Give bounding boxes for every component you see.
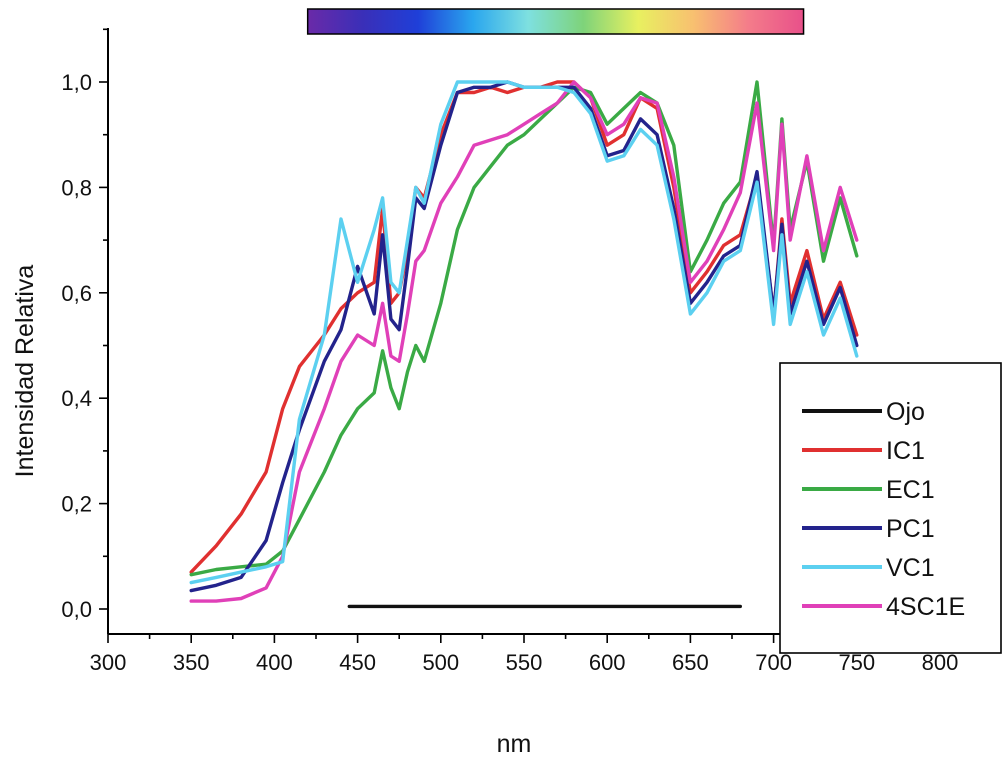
y-axis-title: Intensidad Relativa xyxy=(11,265,39,478)
series-line-ec1 xyxy=(189,80,859,577)
legend-label-4sc1e: 4SC1E xyxy=(886,593,965,621)
visible-spectrum-bar xyxy=(306,8,805,35)
x-tick-label: 500 xyxy=(422,650,459,675)
y-tick-label: 0,6 xyxy=(61,281,92,306)
legend-label-pc1: PC1 xyxy=(886,515,935,543)
legend-label-vc1: VC1 xyxy=(886,554,935,582)
x-tick-label: 600 xyxy=(589,650,626,675)
x-tick-label: 550 xyxy=(506,650,543,675)
x-tick-label: 750 xyxy=(838,650,875,675)
series-line-vc1 xyxy=(189,80,859,585)
y-tick-label: 1,0 xyxy=(61,70,92,95)
y-tick-label: 0,8 xyxy=(61,175,92,200)
y-tick-label: 0,4 xyxy=(61,386,92,411)
spectrum-gradient-bar xyxy=(306,8,805,35)
legend-label-ojo: Ojo xyxy=(886,398,925,426)
legend-label-ic1: IC1 xyxy=(886,437,925,465)
x-tick-label: 800 xyxy=(922,650,959,675)
x-tick-label: 300 xyxy=(90,650,127,675)
x-tick-label: 350 xyxy=(173,650,210,675)
x-axis-ticks: 300 350 400 450 500 550 600 650 700 750 800 xyxy=(90,634,959,675)
legend: Ojo IC1 EC1 PC1 VC1 4SC1E xyxy=(779,362,1002,654)
y-tick-label: 0,0 xyxy=(61,597,92,622)
legend-label-ec1: EC1 xyxy=(886,476,935,504)
x-axis-title: nm xyxy=(497,730,532,758)
x-tick-label: 400 xyxy=(256,650,293,675)
y-axis-ticks: 0,0 0,2 0,4 0,6 0,8 1,0 xyxy=(61,28,108,622)
x-tick-label: 650 xyxy=(672,650,709,675)
x-tick-label: 450 xyxy=(339,650,376,675)
y-tick-label: 0,2 xyxy=(61,492,92,517)
x-tick-label: 700 xyxy=(755,650,792,675)
series-lines xyxy=(189,80,859,609)
series-line-4sc1e xyxy=(189,80,859,603)
